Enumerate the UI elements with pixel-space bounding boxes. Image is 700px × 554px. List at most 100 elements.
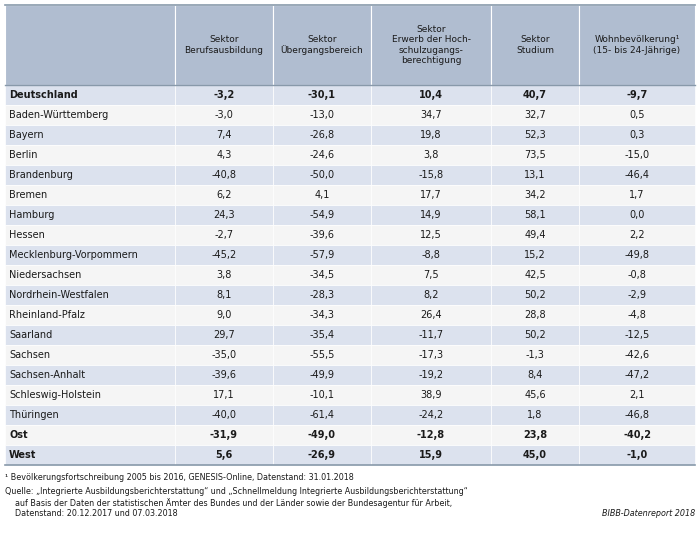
Text: -4,8: -4,8 xyxy=(628,310,646,320)
Bar xyxy=(371,125,491,145)
Text: 49,4: 49,4 xyxy=(524,230,546,240)
Text: 0,3: 0,3 xyxy=(629,130,645,140)
Text: Ost: Ost xyxy=(9,430,27,440)
Text: 6,2: 6,2 xyxy=(216,190,232,200)
Bar xyxy=(175,85,273,105)
Text: 3,8: 3,8 xyxy=(424,150,439,160)
Text: Mecklenburg-Vorpommern: Mecklenburg-Vorpommern xyxy=(9,250,138,260)
Text: Saarland: Saarland xyxy=(9,330,52,340)
Text: -34,5: -34,5 xyxy=(309,270,335,280)
Bar xyxy=(175,325,273,345)
Bar xyxy=(371,345,491,365)
Bar xyxy=(371,445,491,465)
Bar xyxy=(5,325,175,345)
Bar xyxy=(579,105,695,125)
Text: -49,0: -49,0 xyxy=(308,430,336,440)
Text: Sachsen: Sachsen xyxy=(9,350,50,360)
Text: -11,7: -11,7 xyxy=(419,330,444,340)
Text: -46,4: -46,4 xyxy=(624,170,650,180)
Text: -57,9: -57,9 xyxy=(309,250,335,260)
Text: Bayern: Bayern xyxy=(9,130,43,140)
Bar xyxy=(491,225,579,245)
Bar xyxy=(579,245,695,265)
Bar xyxy=(491,325,579,345)
Bar xyxy=(371,385,491,405)
Text: 40,7: 40,7 xyxy=(523,90,547,100)
Bar xyxy=(371,245,491,265)
Text: -9,7: -9,7 xyxy=(626,90,648,100)
Text: 10,4: 10,4 xyxy=(419,90,443,100)
Text: Nordrhein-Westfalen: Nordrhein-Westfalen xyxy=(9,290,109,300)
Text: 8,2: 8,2 xyxy=(424,290,439,300)
Text: 8,4: 8,4 xyxy=(527,370,542,380)
Bar xyxy=(273,85,371,105)
Bar xyxy=(5,105,175,125)
Text: 2,2: 2,2 xyxy=(629,230,645,240)
Text: -54,9: -54,9 xyxy=(309,210,335,220)
Bar xyxy=(5,165,175,185)
Text: Baden-Württemberg: Baden-Württemberg xyxy=(9,110,108,120)
Text: Sektor
Erwerb der Hoch-
schulzugangs-
berechtigung: Sektor Erwerb der Hoch- schulzugangs- be… xyxy=(391,25,470,65)
Text: -26,9: -26,9 xyxy=(308,450,336,460)
Bar xyxy=(579,265,695,285)
Bar xyxy=(5,425,175,445)
Bar xyxy=(273,425,371,445)
Text: -3,0: -3,0 xyxy=(215,110,233,120)
Bar xyxy=(371,5,491,85)
Bar xyxy=(5,365,175,385)
Text: -45,2: -45,2 xyxy=(211,250,237,260)
Bar xyxy=(491,365,579,385)
Text: BIBB-Datenreport 2018: BIBB-Datenreport 2018 xyxy=(602,509,695,518)
Bar xyxy=(175,205,273,225)
Text: -49,8: -49,8 xyxy=(624,250,650,260)
Text: auf Basis der Daten der statistischen Ämter des Bundes und der Länder sowie der : auf Basis der Daten der statistischen Äm… xyxy=(5,498,452,508)
Text: -35,4: -35,4 xyxy=(309,330,335,340)
Bar xyxy=(5,5,175,85)
Bar xyxy=(175,145,273,165)
Bar xyxy=(371,165,491,185)
Bar xyxy=(371,205,491,225)
Bar xyxy=(579,305,695,325)
Bar xyxy=(5,85,175,105)
Bar xyxy=(491,205,579,225)
Bar xyxy=(491,345,579,365)
Text: -1,3: -1,3 xyxy=(526,350,545,360)
Text: 24,3: 24,3 xyxy=(214,210,235,220)
Text: -40,0: -40,0 xyxy=(211,410,237,420)
Text: 1,8: 1,8 xyxy=(527,410,542,420)
Bar xyxy=(175,265,273,285)
Text: -61,4: -61,4 xyxy=(309,410,335,420)
Text: 32,7: 32,7 xyxy=(524,110,546,120)
Bar xyxy=(491,165,579,185)
Bar xyxy=(491,385,579,405)
Bar xyxy=(273,225,371,245)
Bar xyxy=(491,285,579,305)
Bar xyxy=(273,405,371,425)
Bar xyxy=(175,5,273,85)
Bar xyxy=(371,285,491,305)
Text: -42,6: -42,6 xyxy=(624,350,650,360)
Bar xyxy=(273,185,371,205)
Bar xyxy=(175,365,273,385)
Text: -40,8: -40,8 xyxy=(211,170,237,180)
Bar xyxy=(5,145,175,165)
Bar xyxy=(273,265,371,285)
Text: -35,0: -35,0 xyxy=(211,350,237,360)
Text: 23,8: 23,8 xyxy=(523,430,547,440)
Bar xyxy=(491,425,579,445)
Text: 5,6: 5,6 xyxy=(216,450,232,460)
Text: -31,9: -31,9 xyxy=(210,430,238,440)
Text: 9,0: 9,0 xyxy=(216,310,232,320)
Text: Deutschland: Deutschland xyxy=(9,90,78,100)
Bar xyxy=(5,445,175,465)
Text: 17,1: 17,1 xyxy=(214,390,235,400)
Text: -15,8: -15,8 xyxy=(419,170,444,180)
Bar xyxy=(371,325,491,345)
Bar xyxy=(491,405,579,425)
Text: 13,1: 13,1 xyxy=(524,170,546,180)
Text: Quelle: „Integrierte Ausbildungsberichterstattung“ und „Schnellmeldung Integrier: Quelle: „Integrierte Ausbildungsberichte… xyxy=(5,487,468,496)
Text: -12,5: -12,5 xyxy=(624,330,650,340)
Text: 52,3: 52,3 xyxy=(524,130,546,140)
Text: -13,0: -13,0 xyxy=(309,110,335,120)
Bar xyxy=(273,385,371,405)
